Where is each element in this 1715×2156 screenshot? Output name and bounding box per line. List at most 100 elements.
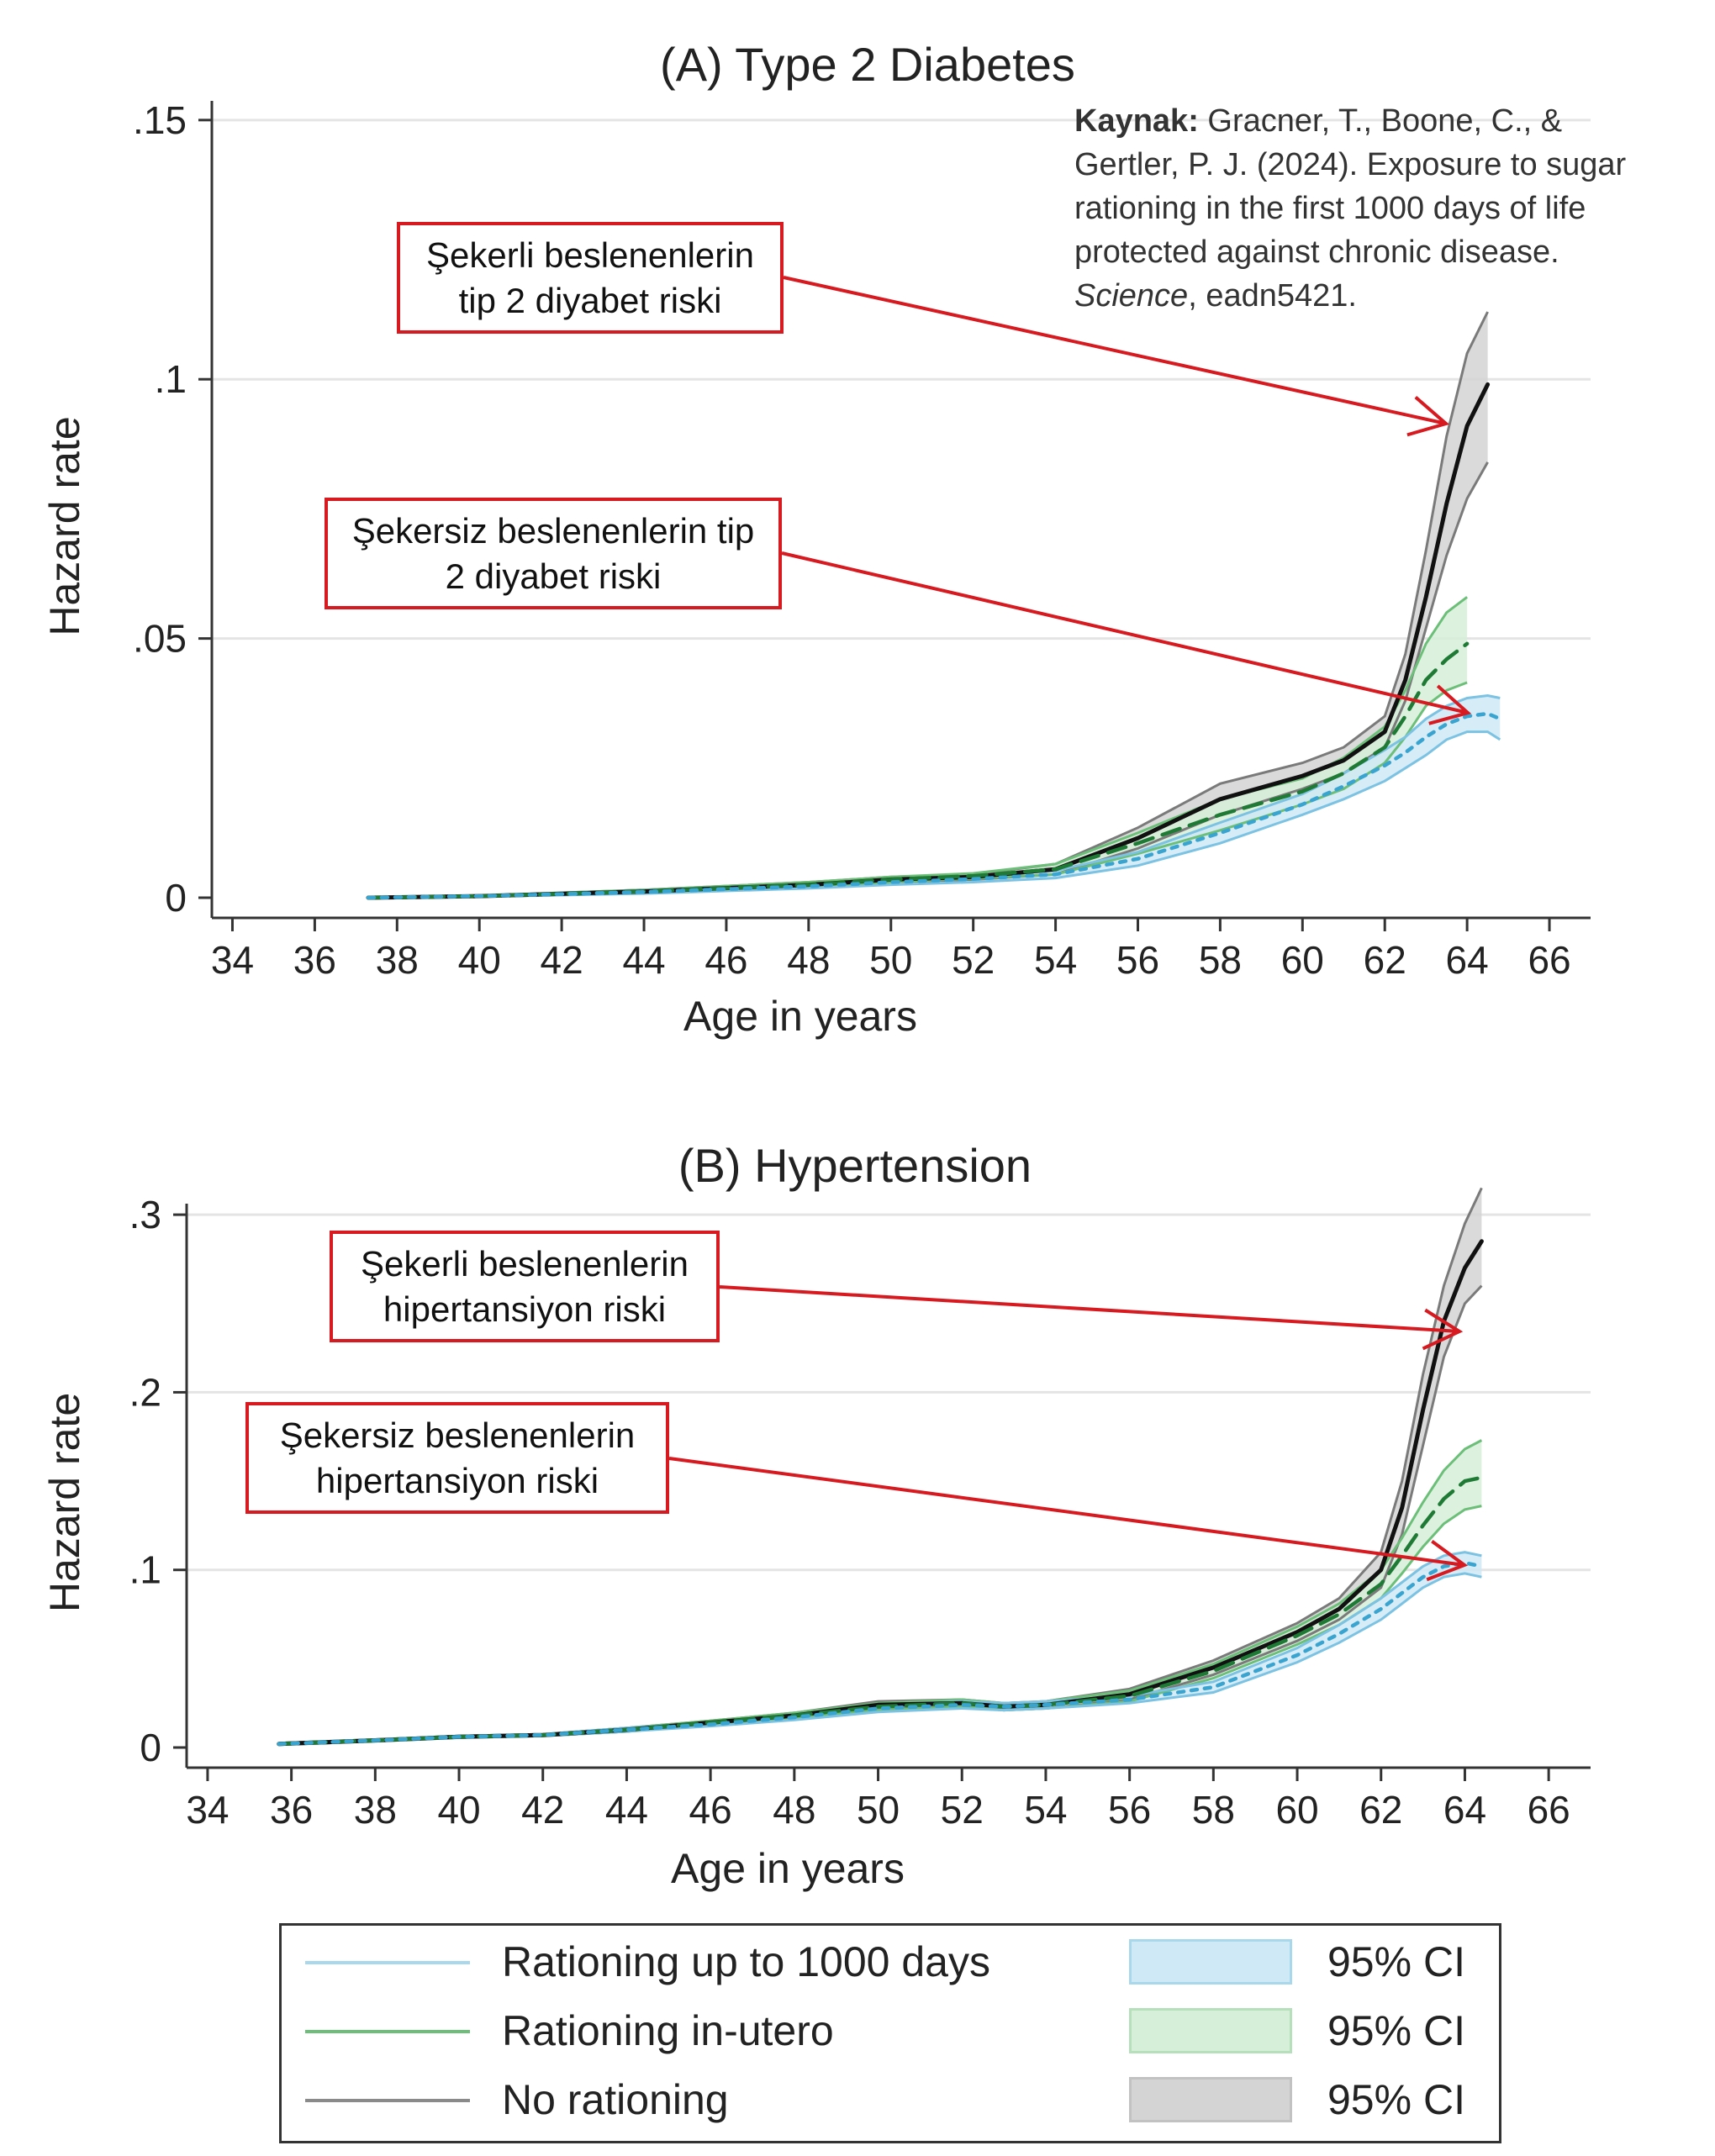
- ci-band-blue: [368, 695, 1501, 898]
- x-tick-label: 36: [293, 938, 336, 982]
- y-axis-label: Hazard rate: [41, 1393, 88, 1612]
- legend-label: Rationing in-utero: [502, 2007, 834, 2054]
- x-tick-label: 44: [605, 1788, 648, 1832]
- y-tick-label: .3: [129, 1193, 161, 1236]
- x-tick-label: 34: [211, 938, 254, 982]
- x-tick-label: 52: [941, 1788, 984, 1832]
- source-note-text: Gracner, T., Boone, C., & Gertler, P. J.…: [1074, 103, 1627, 270]
- ci-lower-line: [278, 1572, 1482, 1747]
- x-tick-label: 46: [689, 1788, 732, 1832]
- legend-ci-label: 95% CI: [1327, 1938, 1465, 1985]
- legend-item-1000days: Rationing up to 1000 days 95% CI: [282, 1932, 1499, 1991]
- source-note-journal: Science: [1074, 278, 1189, 314]
- legend-item-inutero: Rationing in-utero 95% CI: [282, 2001, 1499, 2060]
- chart-panel-b: (B) Hypertension 0 .1 .2 .3 34 36 38 40 42 44 46 48 5…: [41, 1139, 1591, 1892]
- arrow-shaft: [719, 1285, 1460, 1333]
- arrow-head: [1428, 684, 1472, 725]
- x-tick-label: 66: [1528, 1788, 1570, 1832]
- callout-arrow: [668, 1457, 1469, 1582]
- callout-a-sugar: Şekerli beslenenlerin tip 2 diyabet risk…: [397, 222, 784, 334]
- legend: Rationing up to 1000 days 95% CI Rationi…: [279, 1923, 1501, 2143]
- callout-b-sugar: Şekerli beslenenlerin hipertansiyon risk…: [330, 1231, 720, 1342]
- x-tick-label: 40: [437, 1788, 480, 1832]
- x-tick-label: 54: [1034, 938, 1077, 982]
- x-tick-label: 64: [1446, 938, 1489, 982]
- x-tick-label: 62: [1364, 938, 1406, 982]
- legend-ci-label: 95% CI: [1327, 2076, 1465, 2123]
- y-tick-label: .1: [155, 357, 187, 401]
- legend-line-blue: [305, 1961, 470, 1964]
- ci-band-blue: [278, 1552, 1482, 1745]
- x-tick-label: 44: [622, 938, 665, 982]
- legend-label: Rationing up to 1000 days: [502, 1938, 990, 1985]
- series-line-black: [366, 382, 1491, 900]
- x-tick-label: 48: [773, 1788, 815, 1832]
- arrow-head: [1422, 1308, 1464, 1351]
- legend-swatch-gray: [1129, 2077, 1292, 2122]
- callout-arrow: [719, 1285, 1464, 1351]
- legend-ci-label: 95% CI: [1327, 2007, 1465, 2054]
- ci-band-green_dark: [368, 597, 1468, 898]
- x-tick-label: 42: [521, 1788, 564, 1832]
- arrow-shaft: [668, 1457, 1465, 1567]
- source-note-bold: Kaynak:: [1074, 103, 1199, 139]
- source-note: Kaynak: Gracner, T., Boone, C., & Gertle…: [1074, 99, 1663, 318]
- x-tick-label: 64: [1443, 1788, 1486, 1832]
- x-tick-label: 58: [1192, 1788, 1235, 1832]
- arrow-shaft: [781, 551, 1469, 714]
- x-tick-label: 42: [541, 938, 583, 982]
- x-tick-label: 50: [869, 938, 912, 982]
- x-tick-label: 48: [787, 938, 830, 982]
- legend-line-gray: [305, 2099, 470, 2102]
- x-tick-label: 54: [1024, 1788, 1067, 1832]
- arrow-head: [1426, 1539, 1469, 1582]
- legend-swatch-green: [1129, 2008, 1292, 2053]
- series-line-green_dark: [366, 641, 1470, 900]
- y-tick-label: 0: [165, 876, 187, 920]
- source-note-suffix: , eadn5421.: [1188, 278, 1357, 314]
- chart-panel-a: (A) Type 2 Diabetes 0 .05 .1 .15 34 36 38 40 42 44…: [41, 38, 1591, 1040]
- ci-upper-line: [367, 596, 1469, 899]
- ci-lower-line: [278, 1284, 1483, 1747]
- y-tick-label: 0: [140, 1726, 161, 1769]
- x-tick-label: 52: [952, 938, 995, 982]
- x-axis-label: Age in years: [683, 993, 917, 1040]
- y-tick-label: .1: [129, 1548, 161, 1592]
- x-tick-label: 50: [857, 1788, 900, 1832]
- arrow-shaft: [783, 276, 1447, 425]
- x-tick-label: 56: [1108, 1788, 1151, 1832]
- series-line-green_dark: [277, 1475, 1484, 1747]
- y-tick-label: .15: [133, 98, 187, 142]
- y-tick-label: .05: [133, 617, 187, 661]
- y-axis-label: Hazard rate: [41, 416, 88, 635]
- callout-b-nosugar: Şekersiz beslenenlerin hipertansiyon ris…: [245, 1402, 669, 1514]
- x-axis-label: Age in years: [671, 1845, 905, 1892]
- ci-lower-line: [367, 730, 1501, 899]
- callout-a-nosugar: Şekersiz beslenenlerin tip 2 diyabet ris…: [325, 498, 782, 609]
- series-line-blue: [366, 711, 1502, 900]
- legend-label: No rationing: [502, 2076, 729, 2123]
- x-tick-label: 66: [1528, 938, 1570, 982]
- callout-arrow: [781, 551, 1472, 725]
- x-tick-label: 60: [1275, 1788, 1318, 1832]
- y-tick-label: .2: [129, 1370, 161, 1414]
- x-tick-label: 46: [704, 938, 747, 982]
- x-tick-label: 38: [376, 938, 419, 982]
- legend-swatch-blue: [1129, 1939, 1292, 1985]
- x-tick-label: 36: [270, 1788, 313, 1832]
- legend-item-norationing: No rationing 95% CI: [282, 2070, 1499, 2129]
- x-tick-label: 38: [354, 1788, 397, 1832]
- callout-arrow: [783, 276, 1450, 437]
- series-line-blue: [277, 1561, 1484, 1747]
- chart-title: (A) Type 2 Diabetes: [660, 38, 1075, 91]
- legend-line-green: [305, 2030, 470, 2033]
- x-tick-label: 56: [1116, 938, 1159, 982]
- chart-title: (B) Hypertension: [678, 1139, 1032, 1192]
- x-tick-label: 60: [1281, 938, 1324, 982]
- x-tick-label: 40: [458, 938, 501, 982]
- x-tick-label: 62: [1359, 1788, 1402, 1832]
- x-tick-label: 34: [186, 1788, 229, 1832]
- arrow-head: [1406, 395, 1450, 437]
